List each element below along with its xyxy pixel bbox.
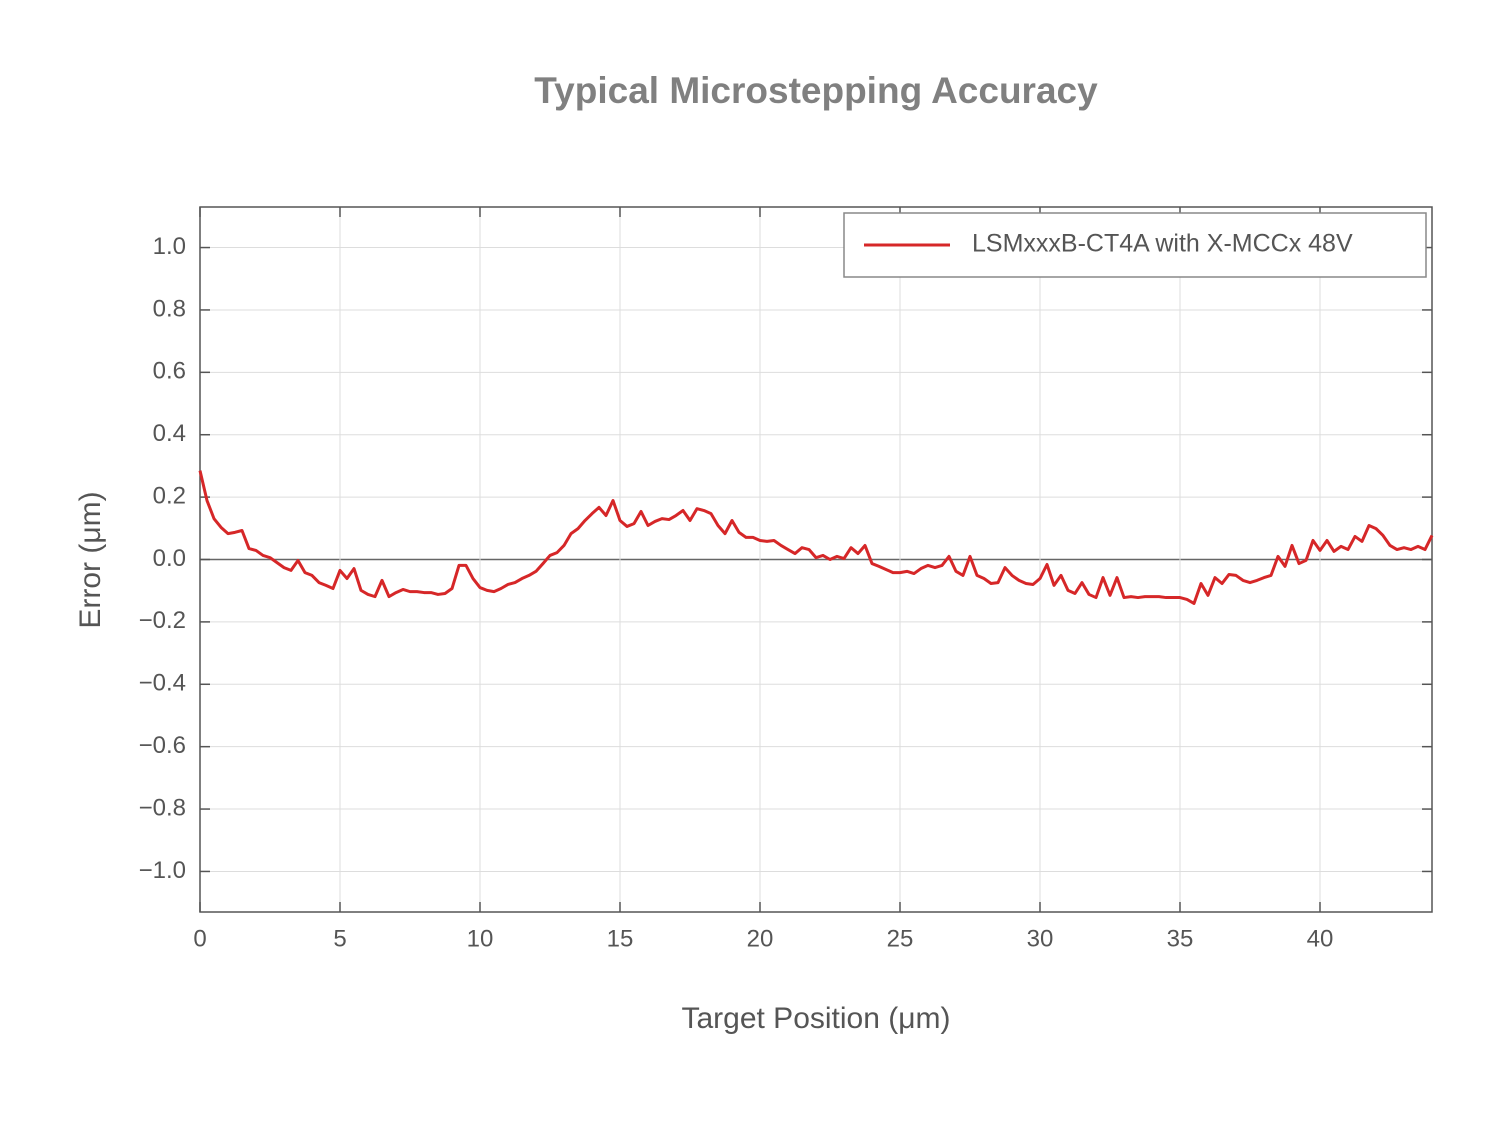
y-tick-label: 0.0 — [153, 545, 186, 572]
data-line — [198, 470, 1434, 605]
x-tick-label: 25 — [887, 925, 914, 952]
y-tick-label: −0.8 — [139, 794, 186, 821]
x-tick-label: 15 — [607, 925, 634, 952]
x-tick-label: 5 — [333, 925, 346, 952]
x-tick-label: 0 — [193, 925, 206, 952]
y-tick-label: 0.4 — [153, 420, 186, 447]
x-tick-label: 10 — [467, 925, 494, 952]
x-tick-label: 30 — [1027, 925, 1054, 952]
y-tick-label: 0.8 — [153, 295, 186, 322]
y-axis-label: Error (μm) — [74, 491, 107, 628]
y-tick-label: 0.6 — [153, 358, 186, 385]
x-tick-label: 20 — [747, 925, 774, 952]
plot-frame — [199, 206, 1433, 913]
y-tick-label: −1.0 — [139, 857, 186, 884]
y-tick-label: −0.6 — [139, 732, 186, 759]
chart-title: Typical Microstepping Accuracy — [534, 70, 1098, 111]
y-tick-label: −0.2 — [139, 607, 186, 634]
y-tick-label: −0.4 — [139, 670, 186, 697]
x-tick-label: 35 — [1167, 925, 1194, 952]
y-tick-label: 1.0 — [153, 233, 186, 260]
x-tick-label: 40 — [1307, 925, 1334, 952]
legend-label: LSMxxxB-CT4A with X-MCCx 48V — [972, 230, 1353, 258]
x-axis-label: Target Position (μm) — [681, 1002, 950, 1035]
y-tick-label: 0.2 — [153, 482, 186, 509]
